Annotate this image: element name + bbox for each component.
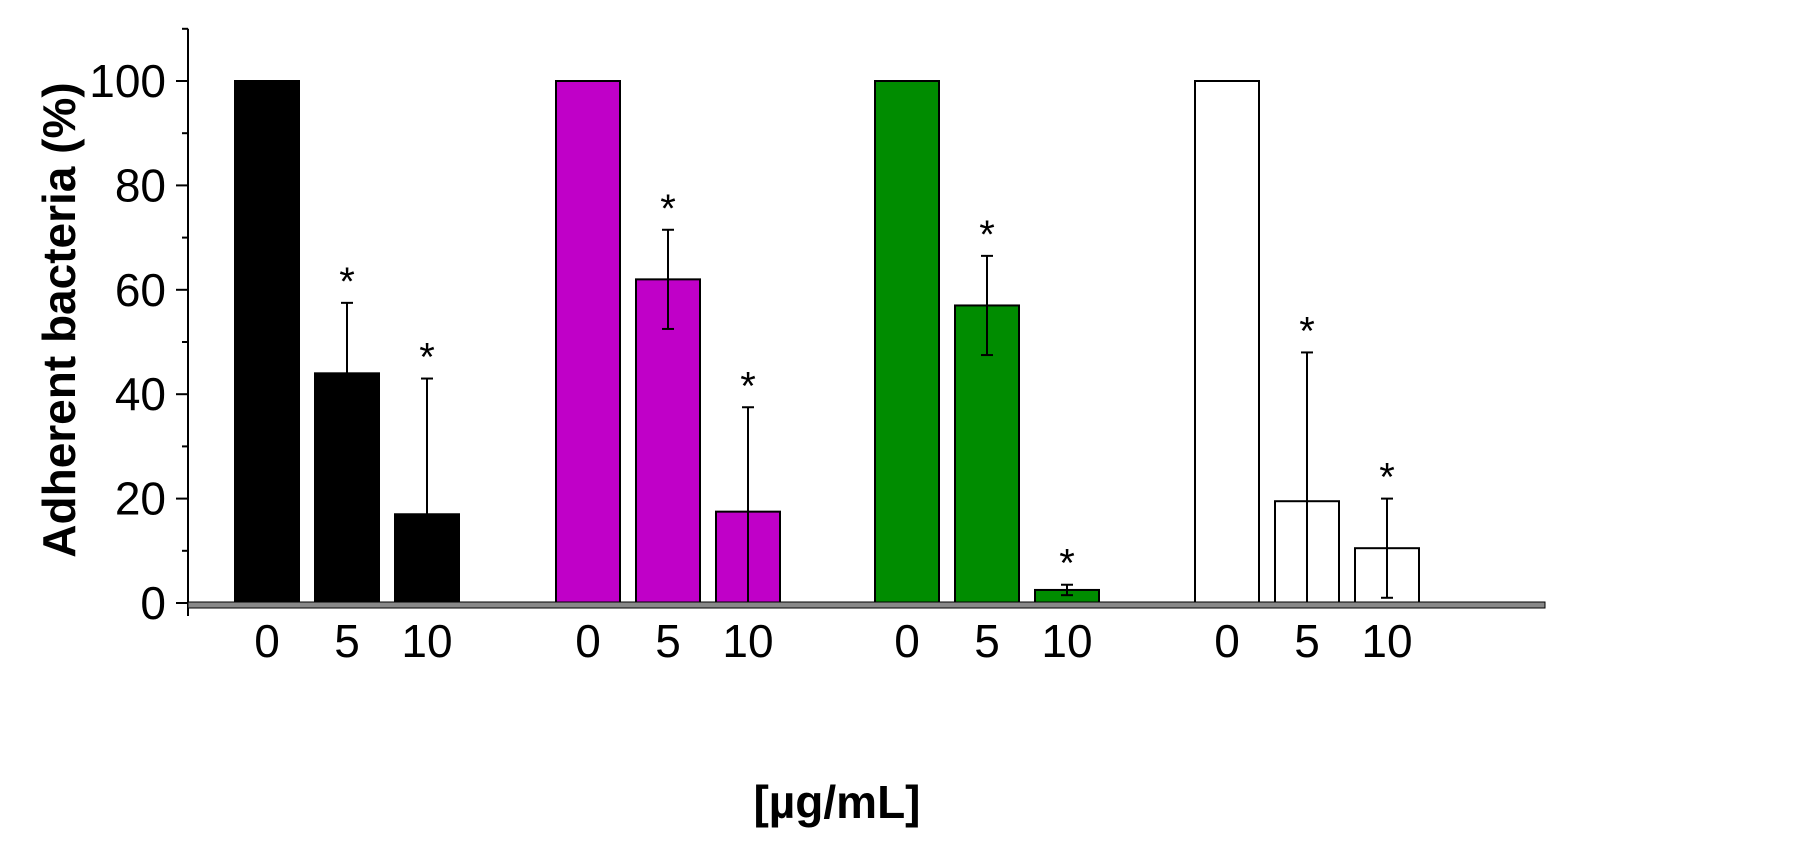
bar — [1194, 80, 1260, 604]
significance-marker: * — [740, 364, 756, 408]
significance-marker: * — [1379, 456, 1395, 500]
significance-marker: * — [1059, 542, 1075, 586]
x-category-label: 5 — [1294, 615, 1320, 667]
y-tick-label: 20 — [115, 473, 166, 525]
y-axis-title: Adherent bacteria (%) — [33, 82, 85, 557]
x-category-label: 10 — [722, 615, 773, 667]
x-axis-title: [µg/mL] — [753, 776, 920, 828]
bar — [314, 372, 380, 604]
x-category-label: 10 — [1041, 615, 1092, 667]
bar — [234, 80, 300, 604]
significance-marker: * — [979, 213, 995, 257]
bar — [874, 80, 940, 604]
x-category-label: 5 — [334, 615, 360, 667]
x-category-label: 0 — [575, 615, 601, 667]
x-category-label: 5 — [655, 615, 681, 667]
x-category-label: 0 — [1214, 615, 1240, 667]
x-category-label: 10 — [1361, 615, 1412, 667]
x-category-label: 5 — [974, 615, 1000, 667]
x-axis-baseline — [187, 601, 1546, 609]
y-tick-label: 100 — [89, 55, 166, 107]
bar — [555, 80, 621, 604]
significance-marker: * — [660, 187, 676, 231]
y-tick-label: 80 — [115, 159, 166, 211]
bar — [635, 278, 701, 604]
y-tick-label: 60 — [115, 264, 166, 316]
x-category-label: 0 — [894, 615, 920, 667]
significance-marker: * — [339, 260, 355, 304]
y-tick-label: 0 — [140, 577, 166, 629]
x-category-label: 10 — [401, 615, 452, 667]
y-tick-label: 40 — [115, 368, 166, 420]
significance-marker: * — [1299, 309, 1315, 353]
x-category-label: 0 — [254, 615, 280, 667]
significance-marker: * — [419, 336, 435, 380]
